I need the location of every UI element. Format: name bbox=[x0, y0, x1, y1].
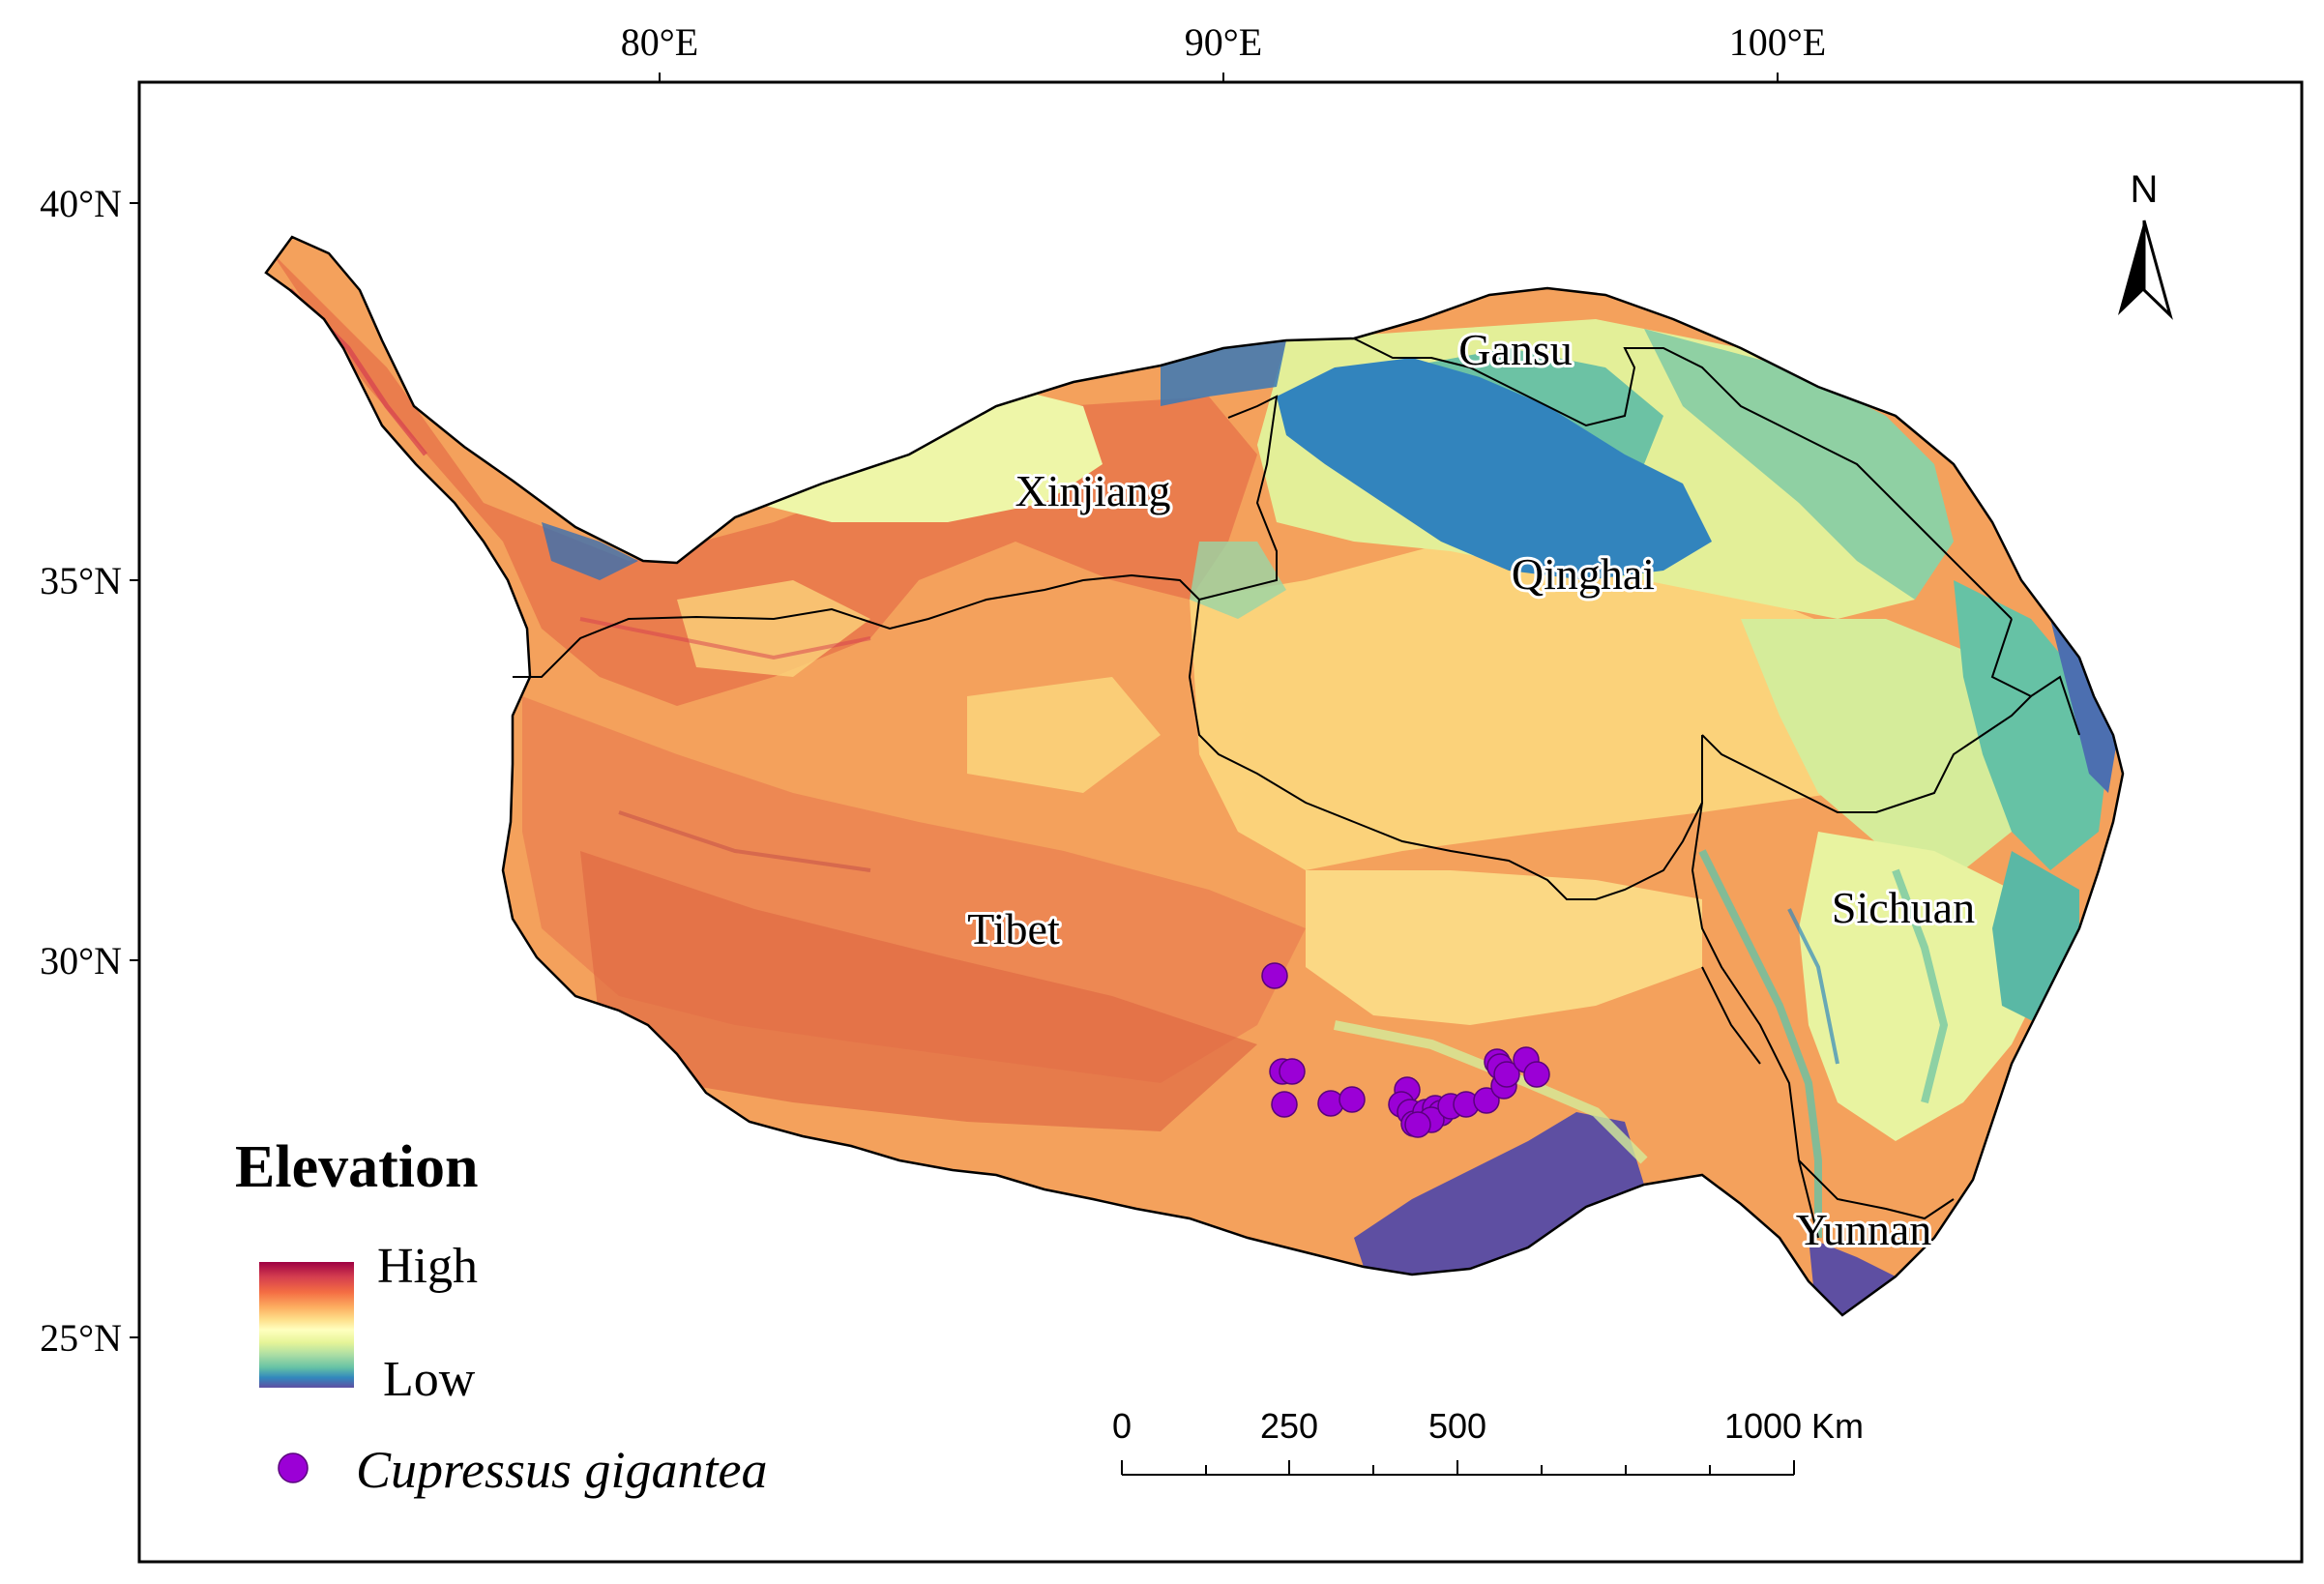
region-label-yunnan: Yunnan bbox=[1796, 1205, 1932, 1254]
occurrence-point bbox=[1339, 1086, 1366, 1113]
elevation-ramp bbox=[259, 1262, 354, 1388]
scale-label-500: 500 bbox=[1428, 1406, 1486, 1446]
legend-high-label: High bbox=[377, 1239, 478, 1294]
latitude-label-35n: 35°N bbox=[40, 559, 122, 602]
region-label-tibet: Tibet bbox=[967, 904, 1060, 953]
longitude-label-100e: 100°E bbox=[1729, 20, 1826, 64]
occurrence-point bbox=[1271, 1091, 1298, 1118]
occurrence-point bbox=[1473, 1087, 1500, 1114]
latitude-label-30n: 30°N bbox=[40, 939, 122, 983]
scale-label-0: 0 bbox=[1112, 1406, 1132, 1446]
province-boundaries bbox=[513, 337, 2080, 1239]
elevation-raster bbox=[266, 237, 2123, 1315]
region-label-gansu: Gansu bbox=[1458, 325, 1573, 374]
region-label-qinghai: Qinghai bbox=[1512, 549, 1655, 599]
longitude-label-80e: 80°E bbox=[621, 20, 698, 64]
scale-label-1000km: 1000 Km bbox=[1724, 1406, 1864, 1446]
north-arrow-label: N bbox=[2131, 168, 2159, 211]
species-occurrences bbox=[1261, 962, 1550, 1138]
occurrence-point bbox=[1261, 962, 1288, 989]
region-label-sichuan: Sichuan bbox=[1832, 883, 1975, 932]
occurrence-point bbox=[1493, 1061, 1520, 1088]
occurrence-point bbox=[1523, 1061, 1550, 1088]
scale-bar bbox=[1121, 1460, 1795, 1476]
legend-title: Elevation bbox=[235, 1134, 478, 1200]
legend-species-label: Cupressus gigantea bbox=[356, 1441, 768, 1499]
north-arrow-icon bbox=[2118, 220, 2173, 320]
latitude-label-40n: 40°N bbox=[40, 182, 122, 225]
scale-label-250: 250 bbox=[1260, 1406, 1318, 1446]
graticule-ticks bbox=[130, 73, 1779, 1338]
occurrence-point bbox=[1404, 1111, 1431, 1138]
legend-species-marker bbox=[278, 1452, 309, 1483]
longitude-label-90e: 90°E bbox=[1185, 20, 1262, 64]
legend-low-label: Low bbox=[383, 1352, 476, 1407]
occurrence-point bbox=[1279, 1058, 1306, 1085]
region-label-xinjiang: Xinjiang bbox=[1015, 466, 1171, 515]
latitude-label-25n: 25°N bbox=[40, 1316, 122, 1360]
